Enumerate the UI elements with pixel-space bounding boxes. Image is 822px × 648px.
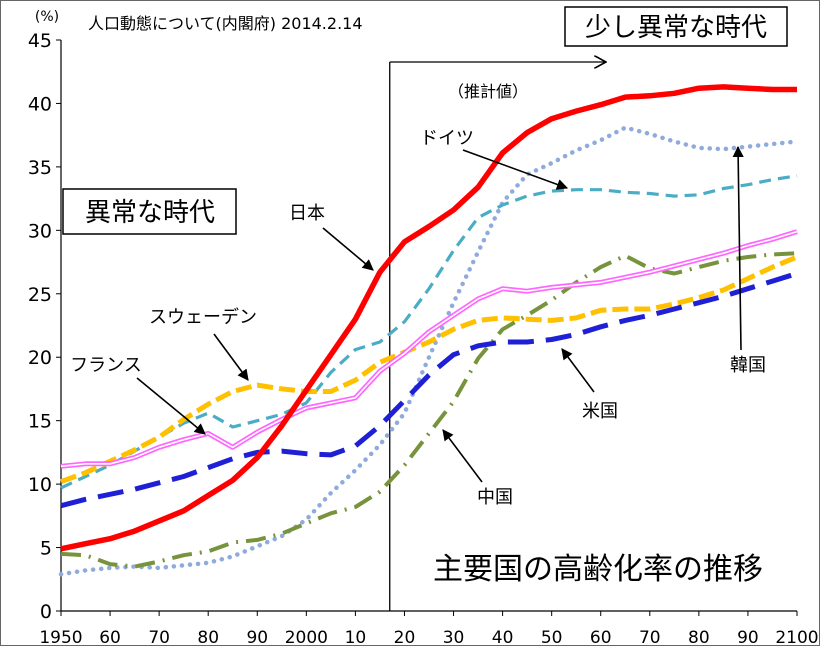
series-label: 日本 <box>289 203 325 224</box>
slightly-unusual-box <box>564 6 788 47</box>
x-tick-label: 90 <box>246 628 268 648</box>
series-label-arrow <box>732 145 744 351</box>
series-line-france-inner <box>60 230 798 468</box>
series-label-arrow <box>136 377 206 435</box>
series-label: 韓国 <box>730 355 766 376</box>
x-tick-label: 2100 <box>775 628 818 648</box>
series-label: スウェーデン <box>149 307 257 328</box>
slightly-unusual-label: 少し異常な時代 <box>585 13 767 43</box>
y-tick-label: 10 <box>28 474 52 496</box>
x-tick-label: 10 <box>345 628 367 648</box>
x-tick-label: 90 <box>737 628 759 648</box>
y-tick-label: 35 <box>28 157 52 179</box>
x-tick-label: 40 <box>492 628 514 648</box>
series-label-arrow <box>561 348 595 393</box>
x-tick-label: 60 <box>99 628 121 648</box>
x-tick-label: 1950 <box>39 628 82 648</box>
series-label-arrow <box>442 429 483 483</box>
projection-label: （推計値） <box>448 82 528 101</box>
x-tick-label: 50 <box>541 628 563 648</box>
series-label: 中国 <box>477 487 513 508</box>
series-line <box>60 174 798 490</box>
series-line <box>60 254 798 484</box>
x-tick-label: 70 <box>639 628 661 648</box>
series-line <box>60 84 797 552</box>
series-label-arrow <box>213 333 249 381</box>
x-tick-label: 20 <box>394 628 416 648</box>
chart-title: 主要国の高齢化率の推移 <box>433 552 763 587</box>
y-tick-label: 0 <box>40 601 52 623</box>
chart-subtitle: 人口動態について(内閣府) 2014.2.14 <box>88 14 363 33</box>
unusual-era-box <box>62 188 237 235</box>
x-tick-label: 80 <box>197 628 219 648</box>
x-tick-label: 2000 <box>285 628 328 648</box>
unusual-era-label: 異常な時代 <box>85 198 215 228</box>
y-tick-label: 40 <box>28 93 52 115</box>
y-tick-label: 30 <box>28 220 52 242</box>
x-tick-label: 70 <box>148 628 170 648</box>
y-tick-label: 5 <box>40 538 52 560</box>
series-label: ドイツ <box>420 128 474 149</box>
y-tick-label: 25 <box>28 284 52 306</box>
x-tick-label: 80 <box>688 628 710 648</box>
x-tick-label: 60 <box>590 628 612 648</box>
series-line <box>60 251 798 569</box>
series-line <box>60 271 798 509</box>
series-label: 米国 <box>582 401 618 422</box>
series-label: フランス <box>70 355 142 376</box>
series-label-arrow <box>462 149 569 190</box>
x-tick-label: 30 <box>443 628 465 648</box>
series-line <box>58 125 800 577</box>
series-label-arrow <box>322 227 374 271</box>
y-tick-label: 45 <box>28 30 52 52</box>
y-tick-label: 15 <box>28 411 52 433</box>
y-tick-label: 20 <box>28 347 52 369</box>
y-axis-unit: (%) <box>35 9 59 25</box>
